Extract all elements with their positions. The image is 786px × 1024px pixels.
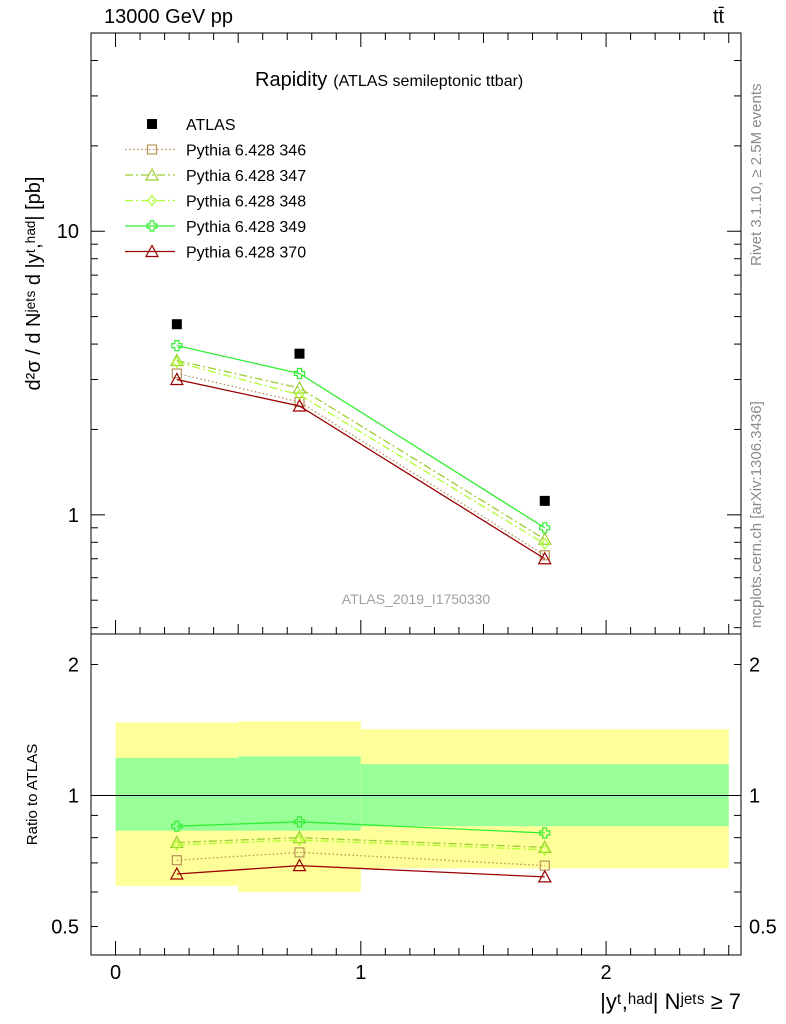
ratio-series-line [176,821,545,834]
ratio-data-point [171,855,182,866]
main-data-point [169,353,184,367]
main-series-line [176,359,546,540]
main-data-point [171,340,183,352]
watermark-label: ATLAS_2019_I1750330 [342,591,491,607]
legend-label: Pythia 6.428 370 [186,245,306,262]
main-data-point [537,551,552,565]
ratio-y-tick-label: 0.5 [51,916,79,938]
legend-label: Pythia 6.428 348 [186,194,306,211]
legend-marker [144,167,160,181]
ratio-data-point [292,830,307,844]
energy-label: 13000 GeV pp [104,6,233,28]
ratio-y-axis-label: Ratio to ATLAS [24,744,41,845]
ratio-data-point [294,847,305,858]
ratio-data-point [171,820,183,832]
main-data-point [294,348,305,359]
main-data-point [293,367,306,380]
process-label: tt̄ [713,6,725,28]
ratio-y-tick-label-right: 1 [749,785,760,807]
ratio-y-tick-label-right: 0.5 [749,916,777,938]
main-data-point [172,356,182,369]
x-tick-label: 2 [601,962,612,984]
uncertainty-band-green [115,757,239,831]
main-data-point [171,319,182,330]
ratio-data-point [292,858,307,872]
main-y-axis-label: d²σ / d Nʲᵉᵗˢ d |yᵗ,ʰᵃᵈ| [pb] [23,177,45,391]
ratio-y-tick-label: 2 [68,654,79,676]
legend-label: Pythia 6.428 346 [186,143,306,160]
main-y-tick-label: 1 [68,505,79,527]
ratio-data-point [172,838,182,851]
main-series-line [176,378,546,560]
ratio-series-line [176,851,545,867]
main-data-point [294,388,305,401]
x-axis-label: |yᵗ,ʰᵃᵈ| Nʲᵉᵗˢ ≥ 7 [600,989,741,1014]
ratio-data-point [294,834,305,846]
main-data-point [537,532,552,545]
main-data-point [169,372,184,386]
ratio-data-point [539,827,551,839]
main-data-point [292,380,307,394]
main-series-line [176,361,546,545]
main-series-line [176,372,546,556]
main-series-line [176,344,546,529]
ratio-data-point [537,840,552,853]
chart-title: Rapidity (ATLAS semileptonic ttbar) [255,69,523,91]
legend-marker [146,220,158,232]
ratio-data-point [169,866,184,880]
main-data-point [292,398,307,412]
ratio-data-point [540,843,550,856]
main-data-point [539,495,550,506]
legend-marker [147,194,157,207]
ratio-y-tick-label-right: 2 [749,654,760,676]
uncertainty-band-green [238,756,361,831]
legend-label: Pythia 6.428 347 [186,168,306,185]
ratio-series-line [176,864,545,878]
x-tick-label: 1 [355,962,366,984]
legend-label: ATLAS [186,117,236,134]
x-tick-label: 0 [110,962,121,984]
ratio-y-tick-label: 1 [68,785,79,807]
legend-label: Pythia 6.428 349 [186,219,306,236]
legend-marker [146,144,158,155]
ratio-data-point [293,816,306,828]
legend-marker [147,119,157,129]
ratio-plot-frame [90,633,742,956]
ratio-data-point [169,835,184,849]
main-data-point [539,522,551,534]
legend-marker [144,244,160,258]
main-y-tick-label: 10 [57,221,79,243]
ratio-data-point [537,869,552,883]
main-data-point [171,368,182,379]
main-data-point [540,537,550,550]
